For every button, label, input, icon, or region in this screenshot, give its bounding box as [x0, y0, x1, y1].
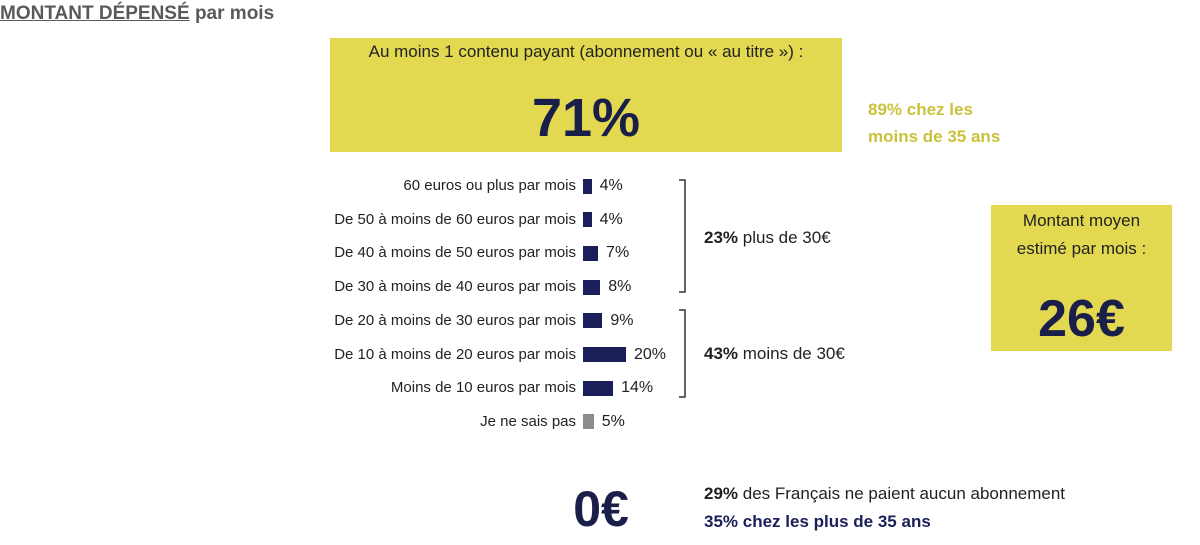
bar: [583, 212, 592, 228]
average-label-line2: estimé par mois :: [1016, 239, 1147, 258]
data-label: 7%: [606, 244, 630, 262]
category-label: 60 euros ou plus par mois: [403, 177, 576, 194]
group-over30-note: 23% plus de 30€: [704, 228, 831, 248]
category-label: De 30 à moins de 40 euros par mois: [334, 278, 576, 296]
group-over30-text: plus de 30€: [738, 228, 831, 247]
data-label: 5%: [601, 412, 625, 430]
data-label: 4%: [599, 177, 623, 194]
paid-content-label: Au moins 1 contenu payant (abonnement ou…: [368, 42, 804, 61]
no-subscription-note: 29% des Français ne paient aucun abonnem…: [704, 484, 1065, 504]
data-label: 20%: [634, 345, 667, 363]
category-label: De 40 à moins de 50 euros par mois: [334, 244, 576, 262]
category-label: De 50 à moins de 60 euros par mois: [334, 210, 576, 228]
zero-euro-value: 0€: [573, 481, 629, 537]
group-under30-pct: 43%: [704, 344, 739, 363]
data-label: 8%: [608, 278, 632, 296]
group-over30-pct: 23%: [704, 228, 739, 247]
bracket-over30: [679, 179, 686, 293]
older-note: 35% chez les plus de 35 ans: [704, 512, 931, 531]
bar: [583, 245, 599, 261]
group-under30-note: 43% moins de 30€: [704, 344, 845, 364]
bar: [583, 178, 592, 194]
average-amount-label: Montant moyen estimé par mois :: [991, 207, 1172, 263]
data-label: 9%: [610, 311, 634, 329]
bar: [583, 380, 614, 396]
category-label: Je ne sais pas: [480, 412, 576, 430]
page-title: MONTANT DÉPENSÉ par mois: [0, 0, 274, 30]
category-label: Moins de 10 euros par mois: [390, 379, 576, 397]
no-subscription-text: des Français ne paient aucun abonnement: [738, 484, 1066, 503]
bar: [583, 347, 626, 362]
paid-content-value: 71%: [531, 88, 641, 148]
average-amount-box: Montant moyen estimé par mois : 26€: [991, 205, 1172, 351]
no-subscription-pct: 29%: [704, 484, 739, 503]
bar: [583, 279, 601, 295]
average-amount-value: 26€: [1038, 290, 1125, 348]
young-note: 89% chez les moins de 35 ans: [868, 96, 1038, 150]
bracket-under30: [679, 309, 686, 398]
paid-content-box: Au moins 1 contenu payant (abonnement ou…: [330, 38, 842, 152]
young-note-line1: 89% chez les: [868, 100, 973, 119]
young-note-line2: moins de 35 ans: [868, 127, 1001, 146]
data-label: 4%: [599, 210, 623, 228]
bar: [583, 313, 603, 329]
title-underlined: MONTANT DÉPENSÉ: [0, 3, 190, 24]
category-label: De 20 à moins de 30 euros par mois: [334, 311, 576, 329]
title-rest: par mois: [189, 3, 275, 24]
category-label: De 10 à moins de 20 euros par mois: [334, 345, 576, 363]
bar: [583, 414, 594, 430]
data-label: 14%: [621, 379, 654, 397]
average-label-line1: Montant moyen: [1022, 211, 1141, 230]
group-under30-text: moins de 30€: [738, 344, 845, 363]
